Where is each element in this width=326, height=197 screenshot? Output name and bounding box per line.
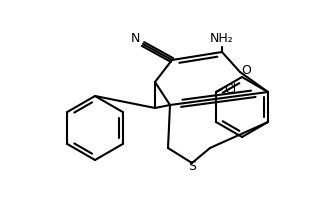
Text: O: O <box>241 63 251 76</box>
Text: N: N <box>130 32 140 45</box>
Text: Cl: Cl <box>224 83 236 96</box>
Text: S: S <box>188 160 196 173</box>
Text: NH₂: NH₂ <box>210 32 234 45</box>
